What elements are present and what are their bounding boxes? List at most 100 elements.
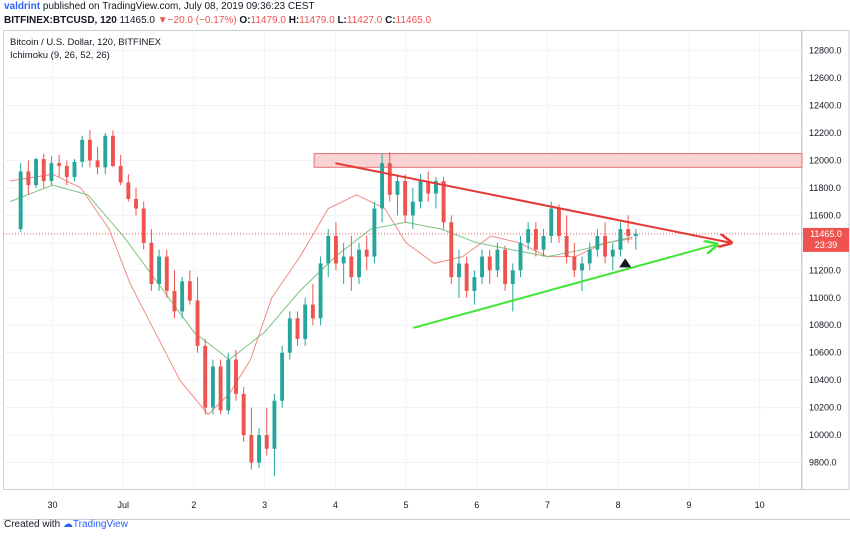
close-value: 11465.0 (395, 15, 432, 26)
candle-body (457, 263, 461, 278)
candle-body (64, 165, 69, 177)
candle-body (510, 270, 515, 285)
y-tick-label: 10000.0 (809, 430, 842, 440)
y-tick-label: 10200.0 (809, 403, 842, 413)
candle-body (349, 256, 354, 278)
candle-body (618, 229, 623, 250)
candle-body (149, 242, 154, 285)
candle-body (57, 163, 62, 166)
candle-body (480, 256, 484, 278)
candle-body (210, 366, 215, 408)
y-tick-label: 11000.0 (809, 293, 841, 303)
candle-body (111, 135, 115, 166)
candle-body (295, 318, 300, 339)
tradingview-logo-icon: ☁ (62, 519, 73, 530)
candle-body (134, 198, 138, 209)
current-price-tag: 11465.0 23:39 (803, 227, 849, 252)
publish-info: valdrint published on TradingView.com, J… (4, 1, 315, 12)
time-axis-ticks: 30 Jul 2 3 4 5 6 7 8 9 10 (47, 500, 764, 510)
candle-body (357, 249, 361, 278)
chart-area[interactable]: 9800.0 10000.0 10200.0 10400.0 10600.0 10800.… (3, 30, 850, 520)
y-tick-label: 12400.0 (809, 101, 842, 111)
candle-body (433, 181, 438, 194)
candle-body (257, 435, 261, 463)
candle-body (595, 235, 600, 250)
x-tick-label: 9 (686, 500, 691, 510)
grid (3, 30, 802, 490)
candle-body (556, 208, 561, 236)
y-tick-label: 10400.0 (809, 375, 842, 385)
candle-body (164, 256, 169, 291)
candle-body (218, 366, 223, 411)
candle-body (503, 249, 508, 285)
x-tick-label: 6 (474, 500, 479, 510)
plot-frame (3, 30, 802, 490)
y-tick-label: 12800.0 (809, 46, 842, 56)
candle-body (364, 249, 369, 257)
candle-body (395, 181, 400, 195)
candle-body (418, 181, 423, 202)
author-link[interactable]: valdrint (4, 1, 41, 12)
price-tag-box (803, 227, 849, 252)
support-trend-line (412, 244, 717, 329)
legend: Bitcoin / U.S. Dollar, 120, BITFINEX Ich… (10, 37, 162, 61)
legend-indicator: Ichimoku (9, 26, 52, 26) (10, 50, 110, 61)
candle-body (526, 229, 531, 243)
price-axis-frame (801, 30, 850, 490)
ohlc-readout: BITFINEX:BTCUSD, 120 11465.0 ▼−20.0 (−0.… (4, 15, 431, 26)
candle-body (18, 171, 23, 230)
candle-body (564, 235, 569, 257)
candle-body (341, 256, 346, 264)
footer: Created with ☁TradingView (4, 519, 128, 530)
candle-body (103, 135, 108, 168)
candle-body (580, 263, 584, 271)
y-tick-label: 11200.0 (809, 265, 841, 275)
candle-body (187, 281, 192, 301)
price-chart[interactable]: 9800.0 10000.0 10200.0 10400.0 10600.0 10800.… (3, 30, 850, 520)
y-tick-label: 11600.0 (809, 210, 841, 220)
legend-instrument: Bitcoin / U.S. Dollar, 120, BITFINEX (10, 37, 162, 48)
candle-body (287, 318, 292, 353)
candle-body (72, 161, 77, 177)
candle-body (26, 171, 31, 186)
x-tick-label: 2 (191, 500, 196, 510)
candle-body (126, 182, 131, 199)
close-label: C: (385, 15, 396, 26)
candle-body (441, 181, 446, 223)
candle-body (464, 263, 469, 291)
tradingview-brand[interactable]: TradingView (72, 519, 128, 530)
candle-body (372, 208, 377, 257)
candle-body (41, 159, 46, 182)
high-label: H: (288, 15, 300, 26)
candle-body (426, 181, 431, 194)
candle-body (118, 165, 123, 183)
x-tick-label: Jul (117, 500, 129, 510)
price-tag-countdown: 23:39 (815, 240, 838, 250)
y-tick-label: 10800.0 (809, 320, 842, 330)
y-tick-label: 11800.0 (809, 183, 841, 193)
x-tick-label: 3 (262, 500, 267, 510)
open-value: 11479.0 (250, 15, 286, 26)
price-tag-value: 11465.0 (810, 229, 842, 239)
resistance-zone-rect (313, 153, 803, 168)
candle-body (626, 229, 631, 236)
candle-body (195, 300, 200, 346)
candle-body (603, 235, 608, 257)
y-tick-label: 9800.0 (809, 458, 837, 468)
candle-body (241, 393, 246, 436)
candle-body (226, 359, 231, 411)
candle-body (280, 352, 285, 401)
x-tick-label: 10 (755, 500, 765, 510)
resistance-trend-line (335, 162, 731, 243)
candle-body (303, 304, 308, 339)
y-tick-label: 10600.0 (809, 348, 842, 358)
candle-body (533, 229, 538, 250)
high-value: 11479.0 (299, 15, 335, 26)
created-with-text: Created with (4, 519, 61, 530)
candle-body (610, 249, 615, 257)
candle-body (549, 208, 554, 236)
candle-body (403, 181, 408, 216)
candle-body (318, 263, 323, 319)
candle-body (310, 304, 315, 319)
candle-body (272, 400, 277, 449)
